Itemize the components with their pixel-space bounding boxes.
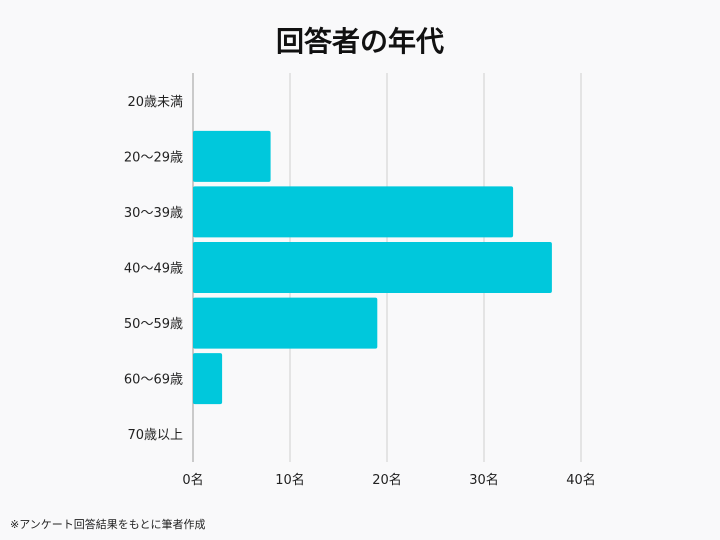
source-note: ※アンケート回答結果をもとに筆者作成 [10,518,206,531]
chart-title: 回答者の年代 [275,25,444,58]
category-label: 20歳未満 [127,95,183,110]
category-label: 30〜39歳 [124,206,183,221]
category-label: 70歳以上 [127,428,183,443]
x-tick-label: 30名 [469,472,499,488]
bar [193,130,271,182]
x-tick-label: 10名 [275,472,305,488]
bar [193,242,552,293]
x-tick-label: 20名 [372,472,402,488]
category-label: 50〜59歳 [124,317,183,332]
category-label: 60〜69歳 [124,373,183,388]
bar [193,186,514,238]
bar [193,297,378,349]
bar [193,353,223,405]
x-tick-label: 0名 [182,472,203,488]
x-tick-label: 40名 [566,472,596,488]
category-label: 40〜49歳 [124,262,183,277]
category-label: 20〜29歳 [124,150,183,165]
